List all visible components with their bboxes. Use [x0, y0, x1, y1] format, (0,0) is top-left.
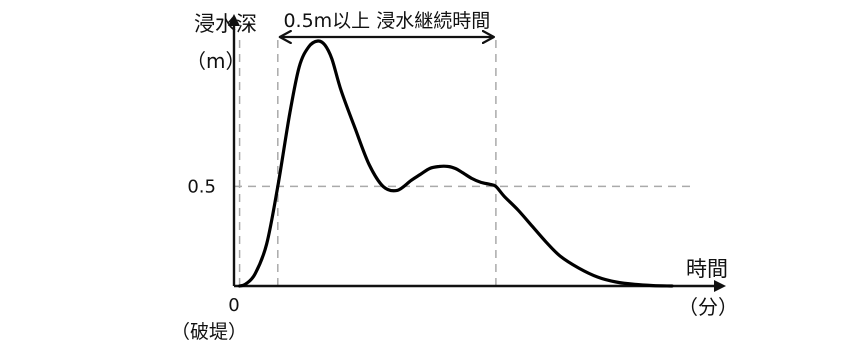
origin-tick-label: 0	[228, 295, 239, 316]
breach-label: （破堤）	[171, 321, 247, 343]
x-axis-unit: （分）	[678, 295, 738, 319]
y-tick-label: 0.5	[187, 176, 216, 197]
x-axis-label: 時間	[686, 257, 728, 281]
duration-span-label: 0.5m以上 浸水継続時間	[283, 10, 490, 32]
y-axis-unit: （m）	[186, 49, 245, 73]
y-axis-label: 浸水深	[194, 12, 257, 36]
inundation-depth-line	[238, 39, 674, 288]
guide-lines	[234, 37, 692, 286]
